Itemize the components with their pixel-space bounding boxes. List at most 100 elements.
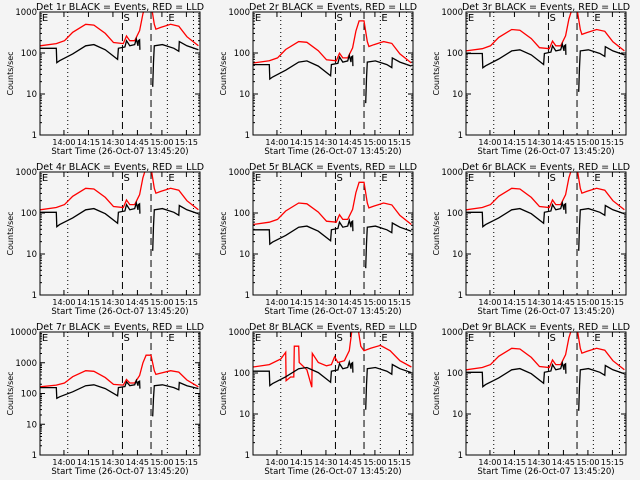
events-series-line	[365, 221, 412, 269]
x-tick-label: 14:45	[126, 458, 149, 467]
marker-label: S	[549, 13, 555, 24]
y-tick-label: 1	[32, 451, 37, 461]
y-tick-label: 100	[21, 49, 37, 59]
x-tick-label: 14:45	[552, 138, 575, 147]
marker-label: S	[123, 333, 129, 344]
y-tick-label: 100	[234, 49, 250, 59]
events-series-line	[578, 204, 625, 251]
marker-label: S	[336, 333, 342, 344]
x-tick-label: 15:15	[175, 138, 198, 147]
marker-label: E	[381, 13, 387, 24]
x-tick-label: 15:15	[601, 298, 624, 307]
y-tick-label: 1000	[228, 168, 250, 178]
x-tick-label: 14:45	[552, 458, 575, 467]
y-tick-label: 1	[245, 131, 250, 141]
x-tick-label: 14:00	[265, 138, 288, 147]
x-tick-label: 14:30	[527, 138, 550, 147]
events-series-line	[152, 40, 199, 87]
y-tick-label: 1000	[441, 328, 463, 338]
marker-label: E	[255, 13, 261, 24]
plot-frame	[252, 11, 414, 136]
x-tick-label: 14:30	[101, 458, 124, 467]
plot-frame	[39, 331, 201, 456]
plot-frame	[252, 171, 414, 296]
x-tick-label: 15:00	[576, 138, 599, 147]
y-tick-label: 10	[239, 410, 250, 420]
panel-title: Det 8r BLACK = Events, RED = LLD	[249, 322, 417, 333]
x-tick-label: 15:00	[150, 138, 173, 147]
y-tick-label: 1	[458, 291, 463, 301]
x-tick-label: 14:00	[478, 458, 501, 467]
x-tick-label: 15:15	[175, 458, 198, 467]
y-tick-label: 10	[452, 410, 463, 420]
x-tick-label: 14:45	[339, 138, 362, 147]
events-series-line	[365, 363, 412, 410]
lld-series-line	[253, 181, 412, 226]
x-tick-label: 14:15	[290, 298, 313, 307]
x-tick-label: 15:00	[576, 298, 599, 307]
plot-frame	[252, 331, 414, 456]
y-tick-label: 1	[458, 451, 463, 461]
panel-title: Det 6r BLACK = Events, RED = LLD	[462, 162, 630, 173]
y-axis-label: Counts/sec	[6, 211, 15, 255]
x-tick-label: 15:15	[388, 458, 411, 467]
marker-label: E	[381, 333, 387, 344]
y-tick-label: 1	[245, 451, 250, 461]
x-axis-label: Start Time (26-Oct-07 13:45:20)	[264, 147, 401, 157]
x-tick-label: 14:15	[77, 458, 100, 467]
lld-series-line	[253, 332, 412, 388]
marker-label: S	[549, 173, 555, 184]
x-tick-label: 14:00	[52, 458, 75, 467]
panel-title: Det 7r BLACK = Events, RED = LLD	[36, 322, 204, 333]
x-tick-label: 15:15	[388, 138, 411, 147]
plot-frame	[39, 171, 201, 296]
marker-label: E	[168, 173, 174, 184]
events-series-line	[466, 41, 567, 70]
y-tick-label: 10	[26, 420, 37, 430]
y-axis-label: Counts/sec	[6, 51, 15, 95]
marker-label: E	[42, 173, 48, 184]
marker-label: E	[594, 333, 600, 344]
x-tick-label: 14:15	[503, 458, 526, 467]
marker-label: E	[594, 13, 600, 24]
marker-label: E	[42, 333, 48, 344]
events-series-line	[365, 56, 412, 104]
y-tick-label: 1000	[15, 168, 37, 178]
marker-label: S	[336, 173, 342, 184]
x-tick-label: 14:30	[527, 298, 550, 307]
plot-frame	[39, 11, 201, 136]
y-axis-label: Counts/sec	[432, 211, 441, 255]
x-tick-label: 14:00	[52, 138, 75, 147]
x-tick-label: 15:15	[175, 298, 198, 307]
marker-label: E	[381, 173, 387, 184]
x-tick-label: 15:00	[363, 138, 386, 147]
y-tick-label: 10	[26, 250, 37, 260]
plot-frame	[465, 171, 627, 296]
x-tick-label: 15:00	[150, 298, 173, 307]
y-tick-label: 10	[239, 90, 250, 100]
x-tick-label: 14:15	[77, 298, 100, 307]
marker-label: S	[123, 173, 129, 184]
events-series-line	[253, 52, 354, 81]
x-tick-label: 14:45	[126, 138, 149, 147]
y-tick-label: 100	[234, 369, 250, 379]
y-tick-label: 100	[21, 209, 37, 219]
x-tick-label: 14:45	[126, 298, 149, 307]
y-tick-label: 10000	[10, 328, 37, 338]
panel-title: Det 5r BLACK = Events, RED = LLD	[249, 162, 417, 173]
x-tick-label: 14:15	[77, 138, 100, 147]
y-tick-label: 1000	[441, 8, 463, 18]
y-tick-label: 1	[32, 131, 37, 141]
plot-frame	[465, 331, 627, 456]
x-tick-label: 14:15	[503, 298, 526, 307]
events-series-line	[40, 200, 141, 228]
x-tick-label: 15:00	[363, 298, 386, 307]
y-axis-label: Counts/sec	[432, 51, 441, 95]
x-tick-label: 15:00	[150, 458, 173, 467]
